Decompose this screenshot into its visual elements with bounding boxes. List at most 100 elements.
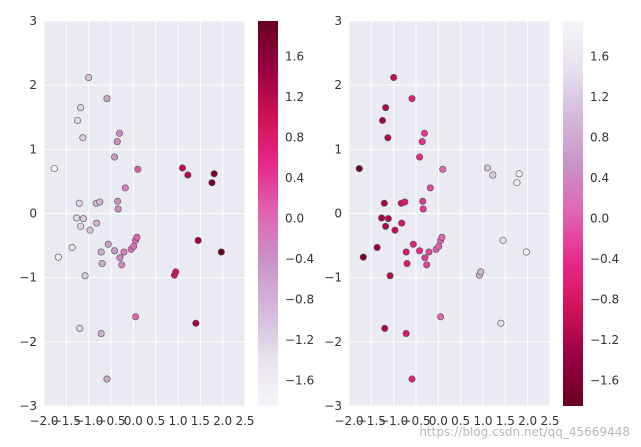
x-tick-label: −1.0 <box>74 414 103 428</box>
scatter-point <box>380 199 388 207</box>
scatter-point <box>192 319 200 327</box>
scatter-point <box>104 240 112 248</box>
x-tick-label: 2.5 <box>540 414 559 428</box>
scatter-point <box>50 165 58 173</box>
x-tick-label: 2.5 <box>235 414 254 428</box>
scatter-point <box>416 153 424 161</box>
scatter-point <box>382 104 390 112</box>
scatter-point <box>115 129 123 137</box>
scatter-point <box>426 184 434 192</box>
scatter-point <box>419 205 427 213</box>
scatter-point <box>522 248 530 256</box>
y-tick-label: −2 <box>19 335 37 349</box>
scatter-point <box>418 138 426 146</box>
colorbar-tick-label: −0.4 <box>285 252 314 266</box>
scatter-point <box>184 171 192 179</box>
y-tick-label: 0 <box>334 207 342 221</box>
y-tick-label: −3 <box>324 399 342 413</box>
colorbar-tick-label: −0.4 <box>590 252 619 266</box>
y-tick-label: −1 <box>324 271 342 285</box>
scatter-point <box>425 248 433 256</box>
colorbar-tick-label: 1.6 <box>285 49 304 63</box>
scatter-point <box>386 272 394 280</box>
scatter-point <box>178 164 186 172</box>
scatter-point <box>435 242 443 250</box>
colorbar-tick-label: −1.2 <box>590 333 619 347</box>
colorbar-tick-label: 1.2 <box>590 90 609 104</box>
scatter-point <box>103 375 111 383</box>
scatter-point <box>97 329 105 337</box>
colorbar-tick-label: −1.2 <box>285 333 314 347</box>
scatter-point <box>391 226 399 234</box>
scatter-point <box>378 116 386 124</box>
scatter-point <box>402 329 410 337</box>
x-tick-label: −1.5 <box>52 414 81 428</box>
scatter-point <box>483 164 491 172</box>
watermark-text: https://blog.csdn.net/qq_45669448 <box>419 425 630 439</box>
scatter-point <box>98 260 106 268</box>
y-tick-label: 3 <box>29 14 37 28</box>
colorbar-tick-label: 1.6 <box>590 49 609 63</box>
scatter-point <box>114 205 122 213</box>
y-tick-label: 2 <box>29 78 37 92</box>
scatter-point <box>210 170 218 178</box>
y-tick-label: −2 <box>324 335 342 349</box>
x-tick-label: 1.0 <box>473 414 492 428</box>
scatter-point <box>120 248 128 256</box>
x-tick-label: −1.0 <box>379 414 408 428</box>
scatter-point <box>77 222 85 230</box>
scatter-point <box>75 199 83 207</box>
x-tick-label: −0.5 <box>401 414 430 428</box>
scatter-point <box>111 247 119 255</box>
colorbar-tick-label: −0.8 <box>590 293 619 307</box>
scatter-point <box>217 248 225 256</box>
scatter-panel-left: −2.0−1.5−1.0−0.50.0 0.5 1.0 1.5 2.0 2.5−3−2−1… <box>19 14 314 428</box>
scatter-point <box>416 247 424 255</box>
scatter-panel-right: −2.0−1.5−1.0−0.50.0 0.5 1.0 1.5 2.0 2.5−3−2−1… <box>324 14 619 428</box>
x-tick-label: 1.0 <box>168 414 187 428</box>
scatter-point <box>438 233 446 241</box>
y-tick-label: 2 <box>334 78 342 92</box>
scatter-point <box>421 254 429 262</box>
scatter-point <box>420 129 428 137</box>
y-tick-label: 3 <box>334 14 342 28</box>
y-tick-label: 1 <box>334 142 342 156</box>
scatter-point <box>93 219 101 227</box>
x-tick-label: 2.0 <box>213 414 232 428</box>
scatter-point <box>403 260 411 268</box>
colorbar-tick-label: −0.8 <box>285 293 314 307</box>
scatter-point <box>76 324 84 332</box>
x-tick-label: −1.5 <box>357 414 386 428</box>
scatter-point <box>489 171 497 179</box>
scatter-point <box>439 165 447 173</box>
scatter-point <box>409 240 417 248</box>
scatter-point <box>103 95 111 103</box>
colorbar <box>258 21 278 406</box>
scatter-point <box>134 165 142 173</box>
colorbar-tick-label: 0.4 <box>285 171 304 185</box>
scatter-point <box>172 268 180 276</box>
colorbar-tick-label: −1.6 <box>285 374 314 388</box>
scatter-point <box>111 153 119 161</box>
colorbar-tick-label: 1.2 <box>285 90 304 104</box>
scatter-point <box>419 197 427 205</box>
scatter-point <box>437 313 445 321</box>
scatter-point <box>373 244 381 252</box>
scatter-point <box>97 248 105 256</box>
scatter-point <box>118 261 126 269</box>
colorbar-tick-label: 0.4 <box>590 171 609 185</box>
scatter-point <box>515 170 523 178</box>
scatter-point <box>77 104 85 112</box>
colorbar-tick-label: 0.0 <box>285 212 304 226</box>
scatter-point <box>68 244 76 252</box>
scatter-point <box>73 214 81 222</box>
scatter-point <box>382 222 390 230</box>
scatter-point <box>114 197 122 205</box>
colorbar <box>563 21 583 406</box>
scatter-point <box>381 324 389 332</box>
scatter-point <box>74 116 82 124</box>
y-tick-label: 1 <box>29 142 37 156</box>
x-tick-label: 2.0 <box>518 414 537 428</box>
scatter-point <box>79 134 87 142</box>
scatter-point <box>423 261 431 269</box>
